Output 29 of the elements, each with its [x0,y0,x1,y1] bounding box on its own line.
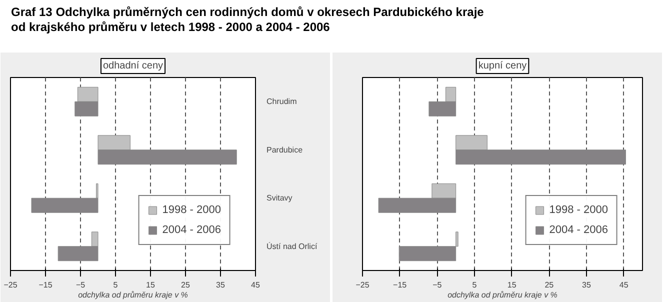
x-tick-label: −15 [393,280,408,290]
x-tick-label: 25 [544,280,554,290]
chart-title: kupní ceny [478,60,527,72]
legend-label: 1998 - 2000 [162,204,221,216]
x-tick-label: 45 [251,280,260,290]
x-tick-label: 5 [472,280,478,290]
y-tick-label: Pardubice [266,145,304,154]
legend-label: 2004 - 2006 [549,224,608,236]
x-tick-label: −25 [356,280,370,290]
x-tick-label: 35 [216,280,226,290]
y-tick-label: Svitavy [266,194,292,203]
x-tick-label: 25 [181,280,190,290]
x-tick-label: −15 [38,280,53,290]
legend-label: 2004 - 2006 [162,224,221,236]
x-axis-title: odchylka od průměru kraje v % [448,290,558,300]
x-tick-label: 15 [507,280,517,290]
x-tick-label: −25 [4,280,18,290]
legend-label: 1998 - 2000 [549,204,608,216]
text: Graf 13 Odchylka průměrných cen rodinných domů v okresech Pardubického kraje od krajského průměru v letech 1998 - 2000 a 2004 - 2006 [11,5,484,35]
x-tick-label: 15 [146,280,156,290]
x-axis-title: odchylka od průměru kraje v % [78,290,188,300]
x-tick-label: −5 [76,280,86,290]
y-tick-label: Ústí nad Orlicí [266,242,318,251]
x-tick-label: 45 [619,280,629,290]
x-tick-label: 35 [582,280,592,290]
x-tick-label: −5 [432,280,442,290]
chart-title: odhadní ceny [102,60,164,72]
x-tick-label: 5 [113,280,118,290]
y-tick-label: Chrudim [266,97,298,106]
